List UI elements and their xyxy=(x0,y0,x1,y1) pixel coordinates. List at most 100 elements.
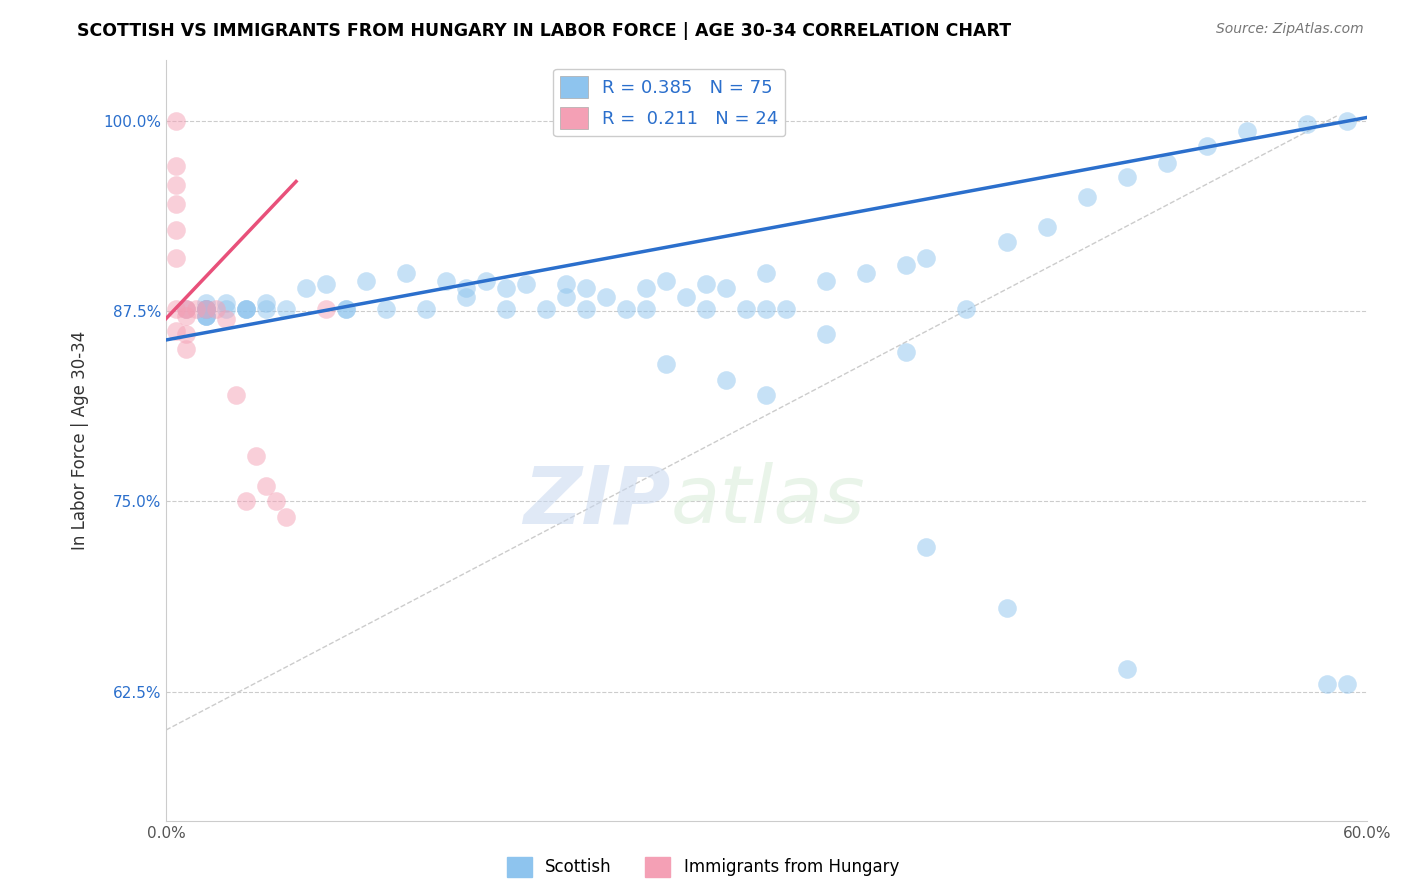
Point xyxy=(1316,677,1339,691)
Point xyxy=(614,302,637,317)
Point xyxy=(235,302,257,317)
Point xyxy=(335,302,357,317)
Point xyxy=(174,326,197,341)
Point xyxy=(716,281,738,295)
Point xyxy=(775,302,797,317)
Point xyxy=(1156,156,1178,170)
Point xyxy=(174,302,197,317)
Point xyxy=(1076,190,1098,204)
Point xyxy=(165,178,187,192)
Point xyxy=(896,258,918,272)
Text: SCOTTISH VS IMMIGRANTS FROM HUNGARY IN LABOR FORCE | AGE 30-34 CORRELATION CHART: SCOTTISH VS IMMIGRANTS FROM HUNGARY IN L… xyxy=(77,22,1011,40)
Point xyxy=(575,302,598,317)
Text: ZIP: ZIP xyxy=(523,462,671,541)
Point xyxy=(195,296,218,310)
Point xyxy=(335,302,357,317)
Point xyxy=(354,274,377,288)
Point xyxy=(1336,677,1358,691)
Point xyxy=(205,302,228,317)
Point xyxy=(195,309,218,323)
Point xyxy=(815,326,838,341)
Point xyxy=(195,309,218,323)
Point xyxy=(995,235,1018,250)
Point xyxy=(915,251,938,265)
Point xyxy=(636,302,658,317)
Point xyxy=(456,281,478,295)
Point xyxy=(1115,169,1137,184)
Point xyxy=(195,302,218,317)
Point xyxy=(755,302,778,317)
Point xyxy=(274,302,297,317)
Point xyxy=(274,509,297,524)
Point xyxy=(655,274,678,288)
Point xyxy=(165,197,187,211)
Point xyxy=(195,302,218,317)
Point xyxy=(215,302,238,317)
Point xyxy=(735,302,758,317)
Point xyxy=(495,281,517,295)
Point xyxy=(264,494,287,508)
Point xyxy=(1195,139,1218,153)
Point xyxy=(174,342,197,356)
Point xyxy=(755,388,778,402)
Point xyxy=(245,449,267,463)
Point xyxy=(456,290,478,304)
Point xyxy=(174,302,197,317)
Point xyxy=(1236,124,1258,138)
Point xyxy=(195,302,218,317)
Point xyxy=(165,223,187,237)
Point xyxy=(495,302,517,317)
Point xyxy=(695,302,717,317)
Point xyxy=(515,277,537,291)
Text: Source: ZipAtlas.com: Source: ZipAtlas.com xyxy=(1216,22,1364,37)
Point xyxy=(1035,220,1057,235)
Point xyxy=(716,373,738,387)
Point xyxy=(235,302,257,317)
Point xyxy=(235,302,257,317)
Point xyxy=(235,494,257,508)
Point xyxy=(254,302,277,317)
Point xyxy=(815,274,838,288)
Point xyxy=(595,290,617,304)
Point xyxy=(195,302,218,317)
Point xyxy=(215,311,238,326)
Point xyxy=(1295,117,1317,131)
Point xyxy=(555,290,578,304)
Point xyxy=(165,159,187,173)
Point xyxy=(295,281,318,295)
Point xyxy=(195,309,218,323)
Point xyxy=(165,113,187,128)
Point xyxy=(165,302,187,317)
Point xyxy=(855,266,877,280)
Point xyxy=(174,302,197,317)
Point xyxy=(195,302,218,317)
Y-axis label: In Labor Force | Age 30-34: In Labor Force | Age 30-34 xyxy=(72,331,89,550)
Point xyxy=(415,302,437,317)
Point xyxy=(165,324,187,338)
Point xyxy=(955,302,977,317)
Point xyxy=(755,266,778,280)
Point xyxy=(675,290,697,304)
Point xyxy=(315,302,337,317)
Legend: R = 0.385   N = 75, R =  0.211   N = 24: R = 0.385 N = 75, R = 0.211 N = 24 xyxy=(553,69,786,136)
Point xyxy=(915,540,938,554)
Point xyxy=(165,251,187,265)
Point xyxy=(184,302,207,317)
Point xyxy=(195,302,218,317)
Legend: Scottish, Immigrants from Hungary: Scottish, Immigrants from Hungary xyxy=(501,850,905,884)
Point xyxy=(1336,113,1358,128)
Point xyxy=(215,296,238,310)
Point xyxy=(995,601,1018,615)
Point xyxy=(896,345,918,359)
Point xyxy=(375,302,398,317)
Point xyxy=(1115,662,1137,676)
Point xyxy=(254,296,277,310)
Point xyxy=(695,277,717,291)
Point xyxy=(575,281,598,295)
Point xyxy=(655,357,678,371)
Text: atlas: atlas xyxy=(671,462,865,541)
Point xyxy=(315,277,337,291)
Point xyxy=(225,388,247,402)
Point xyxy=(636,281,658,295)
Point xyxy=(395,266,418,280)
